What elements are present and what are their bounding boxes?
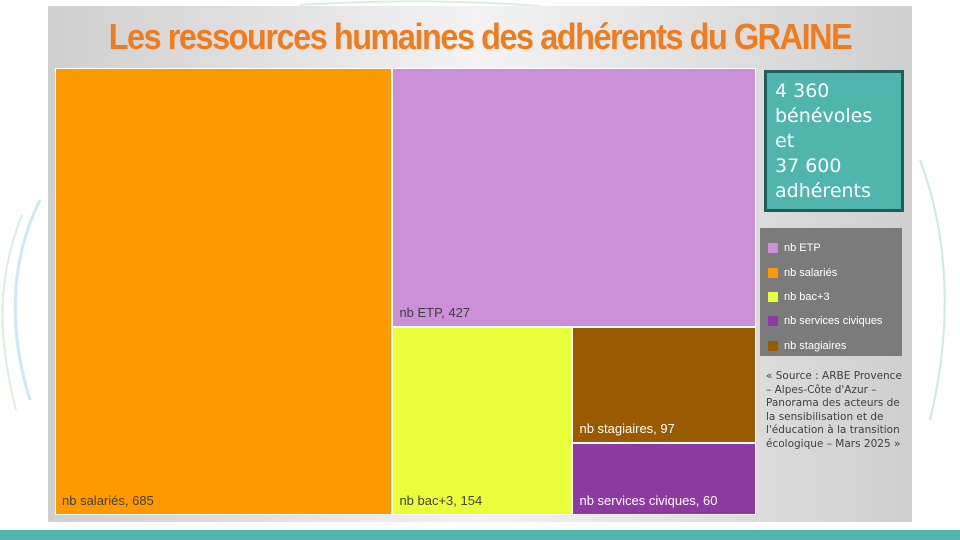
tile-salaries: nb salariés, 685 bbox=[55, 68, 393, 515]
tile-label-etp: nb ETP, 427 bbox=[399, 304, 471, 320]
tile-stagiaires: nb stagiaires, 97 bbox=[572, 326, 756, 443]
legend-swatch bbox=[768, 340, 778, 351]
callout-line: et bbox=[775, 130, 795, 152]
legend-item-civiques: nb services civiques bbox=[768, 309, 894, 333]
legend-item-etp: nb ETP bbox=[768, 236, 894, 260]
tile-label-bac3: nb bac+3, 154 bbox=[399, 492, 483, 508]
legend-label: nb services civiques bbox=[784, 315, 883, 328]
callout-line: 4 360 bbox=[775, 80, 830, 102]
treemap-chart: nb salariés, 685 nb ETP, 427 nb bac+3, 1… bbox=[55, 68, 756, 515]
legend-swatch bbox=[768, 316, 778, 327]
chart-legend: nb ETP nb salariés nb bac+3 nb services … bbox=[760, 228, 902, 356]
legend-label: nb ETP bbox=[784, 242, 821, 255]
tile-label-salaries: nb salariés, 685 bbox=[62, 493, 154, 508]
legend-item-stagiaires: nb stagiaires bbox=[768, 334, 894, 358]
legend-swatch bbox=[768, 267, 778, 278]
tile-etp: nb ETP, 427 bbox=[392, 68, 756, 327]
legend-label: nb salariés bbox=[784, 266, 838, 279]
legend-swatch bbox=[768, 243, 778, 254]
tile-civiques: nb services civiques, 60 bbox=[572, 443, 756, 515]
source-note: « Source : ARBE Provence – Alpes-Côte d'… bbox=[766, 370, 902, 450]
legend-label: nb bac+3 bbox=[784, 290, 830, 303]
legend-label: nb stagiaires bbox=[784, 339, 847, 352]
tile-label-civiques: nb services civiques, 60 bbox=[579, 492, 718, 508]
chart-title: Les ressources humaines des adhérents du… bbox=[108, 16, 853, 57]
footer-accent-bar bbox=[0, 530, 960, 540]
volunteers-callout: 4 360 bénévoles et 37 600 adhérents bbox=[764, 70, 904, 212]
callout-line: bénévoles bbox=[775, 105, 873, 127]
legend-item-salaries: nb salariés bbox=[768, 260, 894, 284]
tile-bac3: nb bac+3, 154 bbox=[392, 326, 573, 515]
legend-swatch bbox=[768, 291, 778, 302]
callout-line: adhérents bbox=[775, 180, 871, 202]
callout-line: 37 600 bbox=[775, 155, 842, 177]
tile-label-stagiaires: nb stagiaires, 97 bbox=[579, 421, 675, 436]
legend-item-bac3: nb bac+3 bbox=[768, 285, 894, 309]
